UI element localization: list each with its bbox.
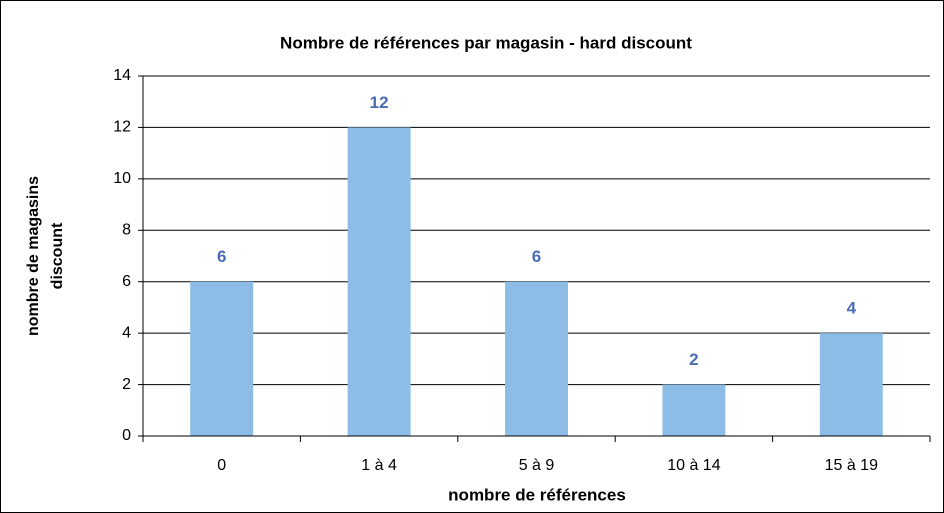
x-tick-label: 0 (217, 457, 226, 474)
bar (190, 281, 254, 436)
y-tick-label: 12 (113, 119, 131, 136)
y-axis-label-line: discount (49, 222, 66, 289)
bar (819, 333, 883, 436)
y-tick-label: 6 (122, 273, 131, 290)
y-tick-label: 2 (122, 376, 131, 393)
bar (347, 127, 411, 436)
y-tick-label: 10 (113, 170, 131, 187)
value-label: 6 (217, 247, 226, 266)
y-tick-label: 0 (122, 427, 131, 444)
chart-title: Nombre de références par magasin - hard … (280, 33, 692, 52)
value-label: 4 (847, 299, 857, 318)
value-label: 2 (689, 350, 698, 369)
bar (505, 281, 568, 436)
y-axis-label: nombre de magasins discount (25, 176, 66, 336)
bar (662, 384, 726, 436)
x-tick-label: 15 à 19 (825, 457, 878, 474)
value-label: 12 (370, 93, 389, 112)
y-axis-label-line: nombre de magasins (25, 176, 42, 336)
x-tick-label: 5 à 9 (519, 457, 555, 474)
y-tick-label: 14 (113, 67, 131, 84)
x-tick-label: 10 à 14 (667, 457, 720, 474)
x-tick-label: 1 à 4 (361, 457, 397, 474)
y-tick-label: 8 (122, 222, 131, 239)
value-label: 6 (532, 247, 541, 266)
y-tick-label: 4 (122, 324, 131, 341)
x-axis-label: nombre de références (448, 485, 626, 504)
